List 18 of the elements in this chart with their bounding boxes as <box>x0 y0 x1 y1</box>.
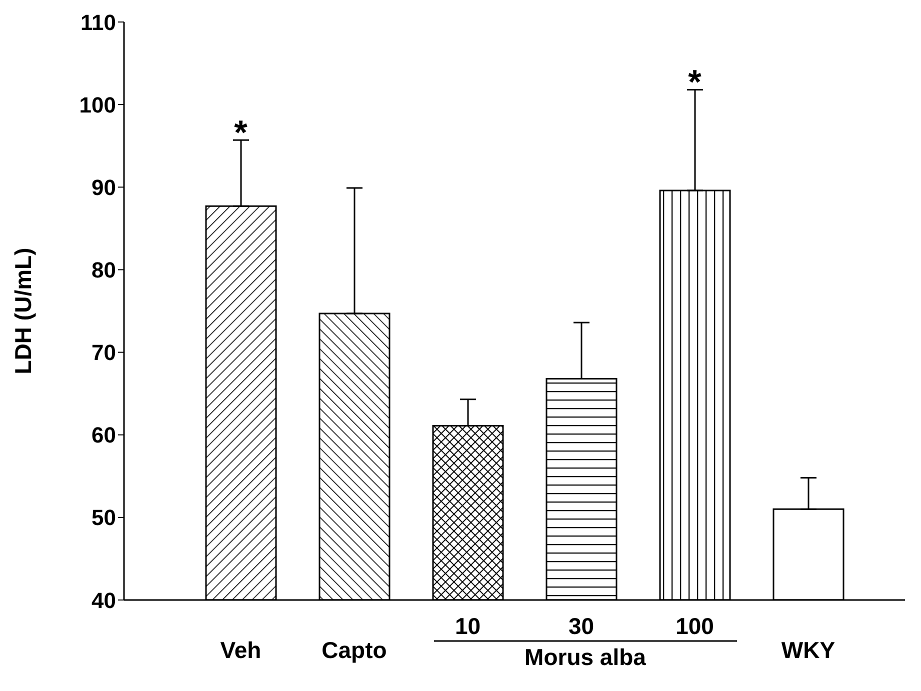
y-tick-label: 70 <box>92 340 116 366</box>
annotation: * <box>234 114 248 152</box>
y-tick-label: 100 <box>79 92 116 118</box>
x-tick-label: Capto <box>322 637 387 663</box>
y-tick-label: 50 <box>92 505 116 530</box>
y-tick-label: 40 <box>92 588 116 613</box>
x-axis-title: Morus alba <box>524 644 647 671</box>
x-tick-label: WKY <box>781 637 836 663</box>
y-axis-title: LDH (U/mL) <box>10 248 36 374</box>
y-tick-label: 60 <box>92 422 116 448</box>
y-tick-label: 80 <box>92 258 116 283</box>
x-tick-label: 30 <box>568 613 594 639</box>
y-tick-label: 90 <box>92 174 116 200</box>
y-tick-label: 110 <box>80 10 116 35</box>
x-tick-label: 100 <box>676 613 714 639</box>
x-tick-label: Veh <box>220 637 262 663</box>
x-tick-label: 10 <box>454 613 481 639</box>
annotation: * <box>688 64 702 102</box>
